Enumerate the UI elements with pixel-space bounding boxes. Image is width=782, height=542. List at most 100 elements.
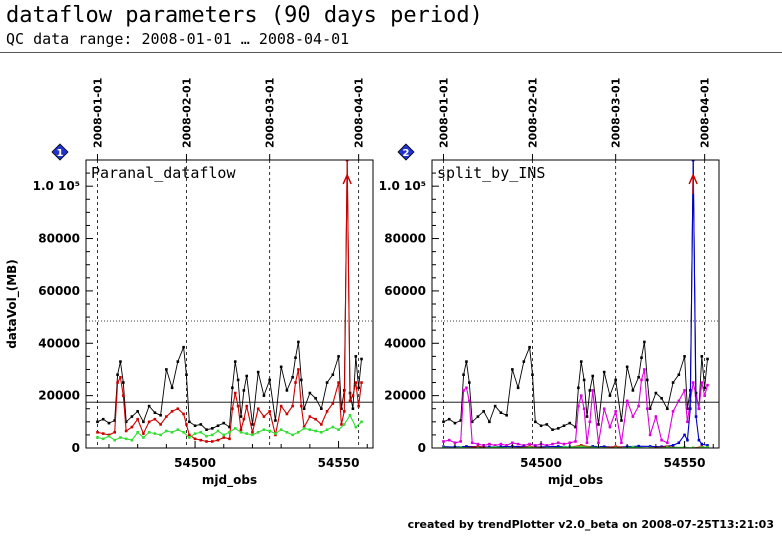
data-point	[360, 420, 363, 424]
data-point	[620, 441, 623, 445]
data-point	[297, 368, 300, 371]
data-point	[703, 386, 706, 390]
y-tick-label: 0	[72, 441, 80, 455]
data-point	[354, 425, 358, 429]
data-point	[101, 437, 105, 441]
data-point	[614, 410, 617, 413]
series-2	[442, 368, 709, 447]
data-point	[176, 428, 180, 431]
data-point	[637, 404, 640, 408]
data-point	[357, 404, 360, 408]
data-point	[534, 420, 537, 424]
data-point	[476, 415, 480, 418]
data-point	[268, 429, 271, 433]
data-point	[614, 445, 617, 448]
y-tick-label: 20000	[384, 389, 426, 403]
data-point	[614, 446, 617, 448]
plot-frame	[431, 159, 720, 449]
data-point	[579, 444, 583, 447]
data-point	[683, 355, 686, 358]
data-point	[579, 394, 583, 397]
data-point	[689, 407, 692, 411]
data-point	[476, 445, 480, 448]
data-point	[210, 427, 214, 430]
data-point	[442, 440, 445, 443]
data-point	[582, 378, 586, 382]
data-point	[556, 441, 560, 445]
data-point	[176, 407, 180, 411]
data-point	[297, 430, 300, 434]
data-point	[188, 420, 191, 424]
data-point	[251, 430, 254, 434]
data-point	[308, 428, 312, 431]
data-point	[262, 415, 266, 418]
data-point	[545, 445, 549, 448]
data-point	[631, 389, 635, 392]
data-point	[691, 160, 695, 162]
data-point	[637, 444, 640, 448]
data-point	[459, 446, 462, 448]
data-point	[242, 389, 246, 392]
data-point	[482, 410, 485, 413]
data-point	[101, 432, 105, 435]
data-point	[297, 340, 300, 344]
data-point	[130, 438, 134, 442]
header-divider	[0, 52, 782, 53]
data-point	[294, 356, 297, 359]
data-point	[348, 413, 352, 417]
data-point	[671, 381, 675, 384]
data-point	[337, 428, 340, 431]
data-point	[228, 437, 231, 441]
data-point	[231, 407, 234, 411]
data-point	[245, 432, 249, 435]
data-point	[648, 445, 652, 448]
data-point	[528, 446, 531, 448]
data-point	[119, 436, 122, 439]
data-point	[625, 365, 629, 369]
data-point	[568, 421, 572, 425]
data-point	[345, 160, 349, 162]
panel-badge-icon	[51, 143, 69, 161]
data-point	[116, 373, 119, 376]
data-point	[505, 444, 508, 447]
data-point	[107, 421, 111, 425]
data-point	[499, 445, 503, 448]
data-point	[239, 428, 243, 431]
panel-badge-number: 1	[57, 148, 64, 159]
data-point	[706, 383, 709, 387]
data-point	[686, 420, 689, 424]
data-point	[205, 440, 208, 443]
data-point	[648, 433, 652, 437]
data-point	[96, 420, 99, 424]
data-point	[239, 415, 243, 418]
data-point	[591, 445, 595, 448]
data-point	[640, 378, 643, 382]
data-point	[614, 378, 617, 382]
data-point	[340, 423, 343, 426]
data-point	[302, 427, 306, 430]
data-point	[585, 415, 589, 418]
data-point	[268, 378, 271, 382]
data-point	[124, 429, 128, 433]
data-point	[556, 445, 560, 448]
data-point	[96, 430, 99, 434]
data-point	[325, 410, 329, 413]
data-point	[470, 441, 474, 445]
data-point	[551, 442, 554, 446]
data-point	[314, 417, 317, 421]
data-point	[539, 424, 543, 428]
data-point	[360, 381, 363, 384]
data-point	[116, 381, 119, 384]
data-point	[640, 356, 643, 359]
data-point	[516, 386, 520, 390]
data-point	[488, 445, 491, 448]
x-tick-label: 54550	[664, 456, 706, 470]
data-point	[291, 404, 294, 408]
data-point	[274, 432, 277, 435]
data-point	[124, 420, 128, 424]
data-point	[165, 368, 168, 371]
data-point	[236, 404, 240, 408]
data-point	[686, 407, 689, 411]
data-point	[199, 430, 203, 434]
data-point	[182, 412, 185, 416]
